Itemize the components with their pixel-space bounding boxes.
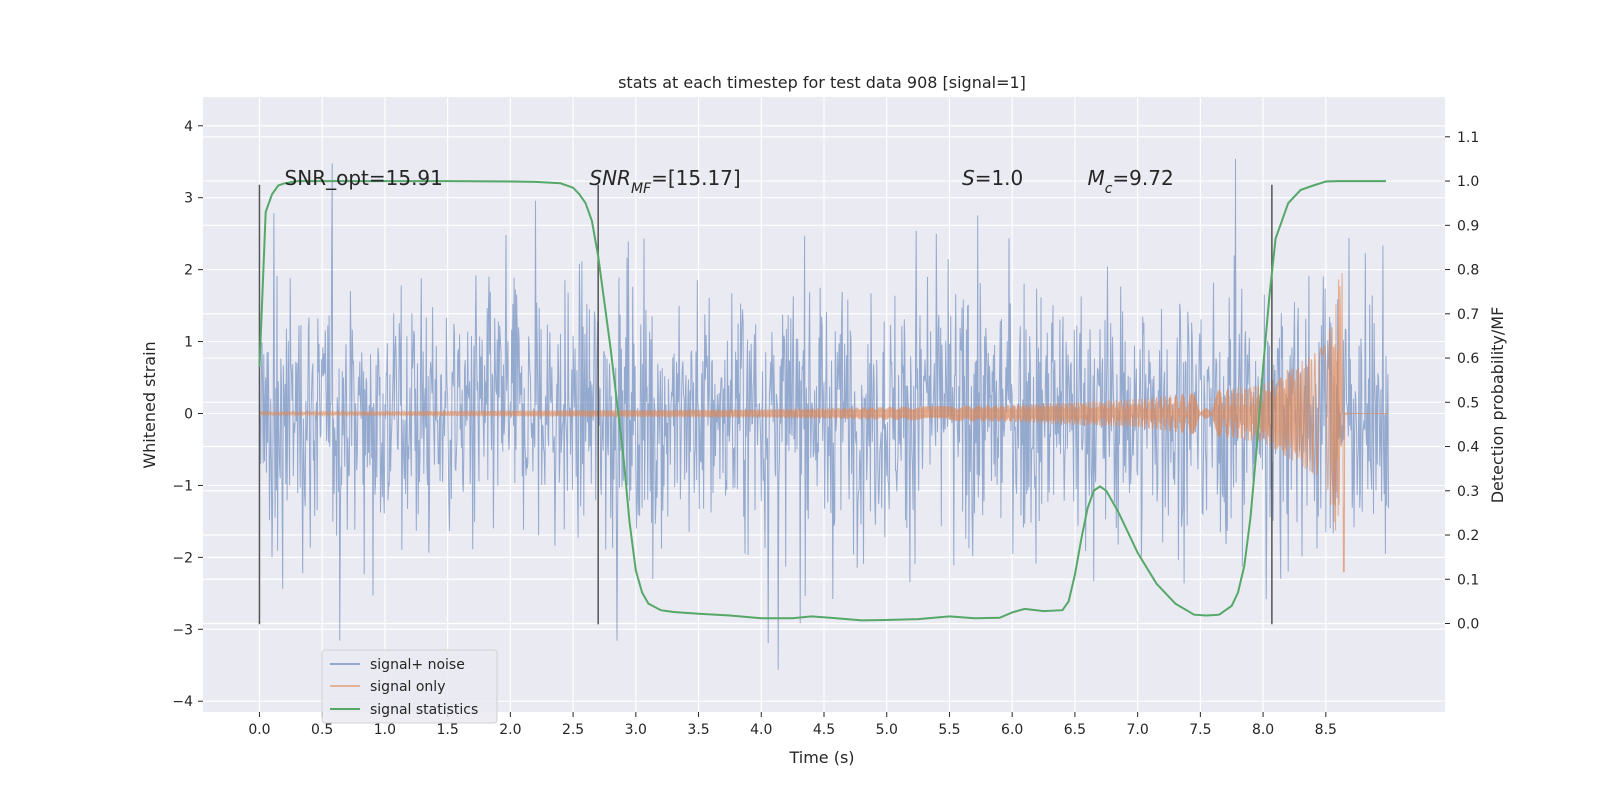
series-line-signal-noise bbox=[259, 158, 1389, 670]
x-tick-label: 6.0 bbox=[1001, 722, 1023, 738]
x-axis-label: Time (s) bbox=[788, 748, 854, 767]
y-tick-label: −3 bbox=[172, 622, 193, 638]
x-tick-label: 7.0 bbox=[1127, 722, 1149, 738]
x-tick-label: 2.5 bbox=[562, 722, 584, 738]
y2-tick-label: 1.1 bbox=[1457, 130, 1479, 146]
annotation-part: SNR bbox=[589, 166, 631, 190]
y2-tick-label: 0.8 bbox=[1457, 263, 1479, 279]
y-tick-label: 2 bbox=[184, 263, 193, 279]
annotation-text: SNR_opt=15.91 bbox=[285, 166, 443, 190]
legend-label-signal-noise: signal+ noise bbox=[370, 657, 465, 673]
y-tick-label: 4 bbox=[184, 119, 193, 135]
series-line-signal-statistics bbox=[258, 180, 1386, 622]
y-axis-right-label: Detection probability/MF bbox=[1488, 307, 1507, 504]
annotation-part: =[15.17] bbox=[651, 166, 741, 190]
y-tick-label: −1 bbox=[172, 478, 193, 494]
x-tick-label: 4.5 bbox=[813, 722, 835, 738]
y-tick-label: 0 bbox=[184, 406, 193, 422]
series-signal-statistics bbox=[258, 180, 1386, 622]
annotation-part: MF bbox=[631, 181, 652, 197]
annotation-text: SNRMF=[15.17] bbox=[589, 166, 740, 197]
series-line-signal-only bbox=[258, 273, 1389, 573]
y-axis-label: Whitened strain bbox=[140, 341, 159, 468]
y2-tick-label: 0.0 bbox=[1457, 617, 1479, 633]
legend: signal+ noise signal only signal statist… bbox=[321, 649, 498, 724]
y2-tick-label: 0.6 bbox=[1457, 351, 1479, 367]
x-tick-label: 2.0 bbox=[499, 722, 521, 738]
x-tick-label: 8.0 bbox=[1252, 722, 1274, 738]
x-tick-label: 7.5 bbox=[1189, 722, 1211, 738]
x-tick-label: 3.0 bbox=[625, 722, 647, 738]
y-axis-left-ticks: −4 −3 −2 −1 0 1 2 3 4 bbox=[172, 119, 203, 710]
annotations: SNR_opt=15.91 SNRMF=[15.17] S=1.0 Mc=9.72 bbox=[285, 166, 1174, 197]
x-tick-label: 3.5 bbox=[687, 722, 709, 738]
x-axis-ticks: 0.0 0.5 1.0 1.5 2.0 2.5 3.0 3.5 4.0 4.5 5.0 5.5 6.0 6… bbox=[248, 712, 1337, 738]
annotation-part: =9.72 bbox=[1112, 166, 1173, 190]
annotation-part: S bbox=[962, 166, 975, 190]
x-tick-label: 4.0 bbox=[750, 722, 772, 738]
x-tick-label: 1.0 bbox=[374, 722, 396, 738]
x-tick-label: 8.5 bbox=[1315, 722, 1337, 738]
x-tick-label: 6.5 bbox=[1064, 722, 1086, 738]
y-axis-right-ticks: 0.0 0.1 0.2 0.3 0.4 0.5 0.6 0.7 0.8 0.9 1.0 1.1 bbox=[1445, 130, 1479, 633]
annotation-text: S=1.0 bbox=[962, 166, 1023, 190]
x-tick-label: 1.5 bbox=[437, 722, 459, 738]
y2-tick-label: 0.3 bbox=[1457, 484, 1479, 500]
y2-tick-label: 0.5 bbox=[1457, 395, 1479, 411]
y2-tick-label: 0.4 bbox=[1457, 440, 1479, 456]
series-signal-only bbox=[258, 273, 1389, 573]
annotation-part: M bbox=[1087, 166, 1104, 190]
legend-box bbox=[321, 649, 498, 724]
y2-tick-label: 0.9 bbox=[1457, 218, 1479, 234]
y2-tick-label: 0.7 bbox=[1457, 307, 1479, 323]
x-tick-label: 0.0 bbox=[248, 722, 270, 738]
chart-title: stats at each timestep for test data 908… bbox=[618, 73, 1026, 92]
x-tick-label: 5.5 bbox=[938, 722, 960, 738]
y-tick-label: 1 bbox=[184, 335, 193, 351]
x-tick-label: 0.5 bbox=[311, 722, 333, 738]
annotation-text: Mc=9.72 bbox=[1087, 166, 1173, 197]
y-tick-label: −2 bbox=[172, 550, 193, 566]
legend-label-signal-statistics: signal statistics bbox=[370, 702, 478, 718]
y2-tick-label: 0.1 bbox=[1457, 572, 1479, 588]
y2-tick-label: 1.0 bbox=[1457, 174, 1479, 190]
legend-label-signal-only: signal only bbox=[370, 679, 445, 695]
y-tick-label: 3 bbox=[184, 191, 193, 207]
annotation-part: c bbox=[1105, 181, 1113, 197]
annotation-part: SNR_opt=15.91 bbox=[285, 166, 443, 190]
y2-tick-label: 0.2 bbox=[1457, 528, 1479, 544]
annotation-part: =1.0 bbox=[975, 166, 1024, 190]
series-signal-noise bbox=[259, 158, 1389, 670]
y-tick-label: −4 bbox=[172, 694, 193, 710]
x-tick-label: 5.0 bbox=[876, 722, 898, 738]
